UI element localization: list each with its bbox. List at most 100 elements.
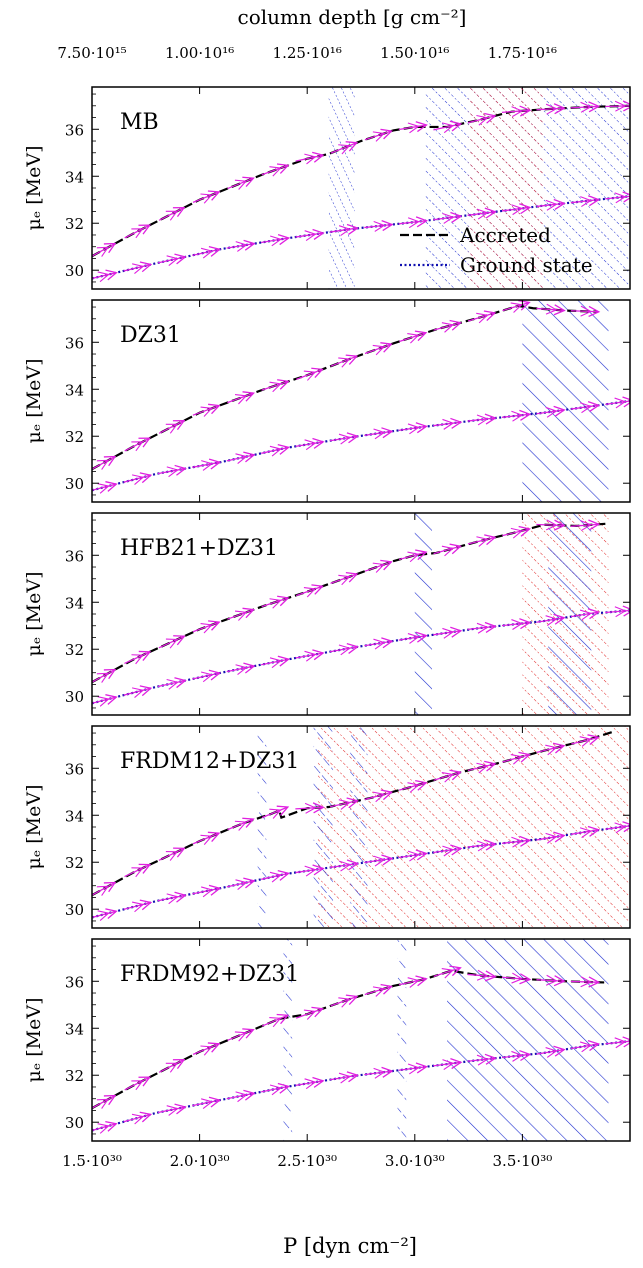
arrow-head bbox=[483, 310, 497, 322]
ground-arrow bbox=[295, 228, 325, 242]
arrow-head-inner bbox=[442, 627, 455, 639]
arrow-head bbox=[381, 854, 394, 866]
arrow-head bbox=[243, 451, 256, 463]
arrow-shaft bbox=[92, 455, 116, 471]
arrow-head bbox=[450, 1057, 463, 1070]
panel-frdm12-dz31: 30 32 34 36 μₑ [MeV] FRDM12+DZ31 bbox=[23, 725, 631, 929]
arrow-shaft bbox=[158, 847, 185, 861]
arrow-head-inner bbox=[373, 428, 386, 440]
arrow-head-inner bbox=[407, 850, 420, 862]
arrow-head bbox=[449, 543, 462, 555]
ground-arrow bbox=[92, 1120, 118, 1134]
arrow-head-inner bbox=[373, 1067, 386, 1079]
arrow-head bbox=[208, 669, 222, 681]
accreted-arrow bbox=[364, 789, 394, 803]
arrow-shaft bbox=[501, 621, 530, 627]
accreted-arrow bbox=[192, 831, 221, 845]
accreted-arrow bbox=[467, 310, 497, 324]
y-tick-label: 32 bbox=[65, 428, 84, 446]
arrow-head-inner bbox=[614, 822, 627, 834]
arrow-shaft bbox=[536, 745, 565, 754]
accreted-arrow bbox=[124, 437, 151, 452]
ground-arrow bbox=[329, 223, 360, 237]
accreted-line bbox=[92, 104, 630, 258]
arrow-shaft bbox=[398, 124, 427, 131]
arrow-head-inner bbox=[131, 867, 144, 878]
series-group bbox=[92, 300, 630, 494]
arrow-head-inner bbox=[476, 536, 489, 547]
ground-arrow bbox=[261, 869, 291, 883]
arrow-head bbox=[588, 305, 601, 318]
arrow-head bbox=[105, 1120, 118, 1132]
arrow-head bbox=[381, 637, 394, 649]
arrow-shaft bbox=[329, 1074, 358, 1081]
arrow-head bbox=[103, 668, 117, 680]
hatch-regions bbox=[522, 300, 609, 502]
arrow-shaft bbox=[157, 467, 186, 475]
arrow-head-inner bbox=[131, 901, 145, 913]
ground-arrow bbox=[364, 854, 394, 867]
y-tick-label: 36 bbox=[65, 121, 84, 139]
arrow-head bbox=[138, 863, 152, 874]
arrow-head-inner bbox=[131, 1080, 144, 1091]
arrow-head-inner bbox=[131, 1113, 145, 1125]
arrow-head-inner bbox=[476, 840, 489, 852]
arrow-head bbox=[312, 151, 325, 163]
accreted-arrow bbox=[433, 769, 462, 783]
arrow-head bbox=[622, 100, 630, 112]
arrow-head-inner bbox=[441, 322, 455, 333]
ground-arrow bbox=[398, 422, 428, 435]
arrow-head-inner bbox=[372, 986, 386, 997]
arrow-shaft bbox=[364, 640, 393, 647]
arrow-shaft bbox=[536, 307, 565, 312]
arrow-shaft bbox=[192, 1043, 220, 1056]
arrow-shaft bbox=[536, 409, 565, 415]
accreted-arrow bbox=[502, 525, 531, 539]
arrow-shaft bbox=[295, 652, 324, 659]
arrow-head bbox=[277, 655, 291, 667]
ground-arrow bbox=[192, 1096, 222, 1110]
arrow-head-inner bbox=[442, 418, 455, 430]
arrow-head bbox=[243, 1089, 256, 1101]
arrow-head bbox=[103, 881, 117, 893]
arrow-head bbox=[449, 319, 462, 331]
accreted-arrow bbox=[536, 103, 566, 115]
arrow-shaft bbox=[329, 227, 358, 233]
ground-arrow bbox=[570, 825, 601, 839]
ground-state-line bbox=[92, 824, 630, 919]
accreted-arrow bbox=[261, 595, 290, 609]
ground-arrow bbox=[92, 269, 118, 283]
arrow-head-inner bbox=[269, 871, 282, 883]
arrow-shaft bbox=[295, 585, 323, 597]
arrow-shaft bbox=[261, 806, 289, 819]
arrow-head-inner bbox=[269, 1017, 282, 1028]
arrow-head-inner bbox=[614, 606, 627, 618]
y-tick-label: 36 bbox=[65, 547, 84, 565]
arrow-head-inner bbox=[235, 1091, 248, 1103]
arrow-head bbox=[312, 437, 325, 449]
arrow-head-inner bbox=[579, 827, 592, 839]
arrow-head bbox=[484, 534, 497, 546]
ground-arrow bbox=[157, 253, 187, 267]
arrow-shaft bbox=[502, 301, 530, 312]
accreted-arrow bbox=[296, 367, 324, 381]
arrow-head bbox=[484, 970, 497, 982]
arrow-head bbox=[450, 844, 463, 856]
arrow-head bbox=[553, 304, 566, 316]
arrow-head-inner bbox=[200, 193, 213, 204]
arrow-head-inner bbox=[338, 860, 351, 872]
accreted-arrow bbox=[364, 128, 393, 142]
hatch-region-blue bbox=[397, 939, 407, 1141]
accreted-arrow bbox=[536, 742, 566, 756]
arrow-shaft bbox=[501, 976, 530, 981]
arrow-head bbox=[449, 965, 462, 977]
arrow-head-inner bbox=[338, 644, 351, 656]
arrow-head bbox=[553, 198, 566, 210]
arrow-head-inner bbox=[579, 402, 592, 414]
arrow-shaft bbox=[536, 979, 565, 982]
arrow-head bbox=[312, 228, 325, 240]
arrow-head bbox=[242, 1028, 255, 1039]
hatch-regions bbox=[257, 726, 630, 928]
arrow-shaft bbox=[157, 256, 186, 264]
arrow-head bbox=[242, 176, 255, 187]
